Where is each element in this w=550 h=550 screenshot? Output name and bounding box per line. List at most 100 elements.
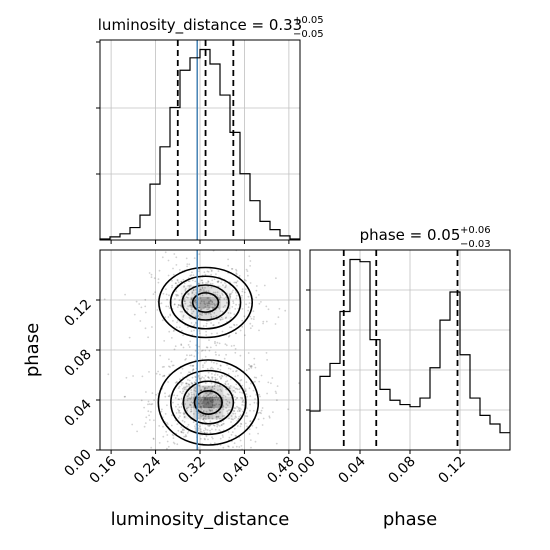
joint-point xyxy=(157,281,160,284)
joint-point xyxy=(204,306,207,308)
joint-point xyxy=(189,317,192,320)
joint-point xyxy=(260,412,262,415)
joint-point xyxy=(208,302,211,305)
joint-point xyxy=(158,425,161,427)
joint-point xyxy=(255,376,258,379)
joint-point xyxy=(213,302,216,305)
joint-point xyxy=(177,294,180,297)
joint-point xyxy=(171,433,174,436)
joint-point xyxy=(236,388,239,391)
joint-point xyxy=(162,292,165,295)
joint-point xyxy=(220,424,223,427)
joint-point xyxy=(191,382,194,385)
joint-point xyxy=(181,310,184,313)
joint-point xyxy=(235,303,238,306)
joint-density-block xyxy=(213,385,224,397)
joint-point xyxy=(207,290,210,293)
joint-point xyxy=(268,416,271,419)
joint-point xyxy=(200,300,203,303)
joint-point xyxy=(172,441,175,444)
joint-point xyxy=(199,302,202,305)
joint-point xyxy=(211,437,214,440)
joint-point xyxy=(172,267,174,270)
joint-point xyxy=(239,410,241,412)
joint-point xyxy=(184,359,187,361)
joint-point xyxy=(192,421,195,424)
joint-point xyxy=(148,403,151,405)
joint-point xyxy=(216,341,219,344)
joint-point xyxy=(191,291,194,293)
joint-point xyxy=(187,308,190,311)
joint-point xyxy=(217,389,219,391)
joint-point xyxy=(167,395,170,398)
joint-point xyxy=(253,376,256,379)
joint-point xyxy=(174,282,177,285)
joint-point xyxy=(186,263,189,265)
joint-point xyxy=(187,383,190,386)
joint-contour xyxy=(193,390,223,415)
joint-point xyxy=(235,270,238,272)
joint-point xyxy=(188,316,191,319)
joint-point xyxy=(217,281,220,284)
joint-point xyxy=(160,302,163,305)
joint-point xyxy=(168,395,171,398)
joint-point xyxy=(193,300,196,302)
joint-point xyxy=(229,312,232,314)
joint-point xyxy=(185,382,188,384)
joint-point xyxy=(206,302,209,305)
joint-point xyxy=(231,291,234,293)
joint-point xyxy=(177,417,180,419)
joint-point xyxy=(182,346,185,349)
joint-point xyxy=(225,353,228,356)
joint-point xyxy=(190,389,193,391)
joint-point xyxy=(148,414,151,417)
joint-contour xyxy=(158,266,254,339)
joint-point xyxy=(257,418,260,421)
joint-point xyxy=(173,303,176,306)
phase-title-minus: −0.03 xyxy=(460,239,491,250)
joint-point xyxy=(128,336,131,339)
joint-point xyxy=(188,393,191,396)
joint-point xyxy=(189,364,192,367)
joint-point xyxy=(245,381,248,383)
joint-point xyxy=(239,407,241,410)
joint-point xyxy=(234,308,237,310)
joint-point xyxy=(222,446,225,449)
joint-point xyxy=(265,320,268,323)
joint-point xyxy=(208,339,210,341)
joint-point xyxy=(166,440,169,443)
joint-point xyxy=(205,322,208,325)
joint-point xyxy=(219,385,222,387)
joint-point xyxy=(202,325,205,327)
joint-point xyxy=(205,290,208,293)
joint-point xyxy=(211,301,214,303)
joint-point xyxy=(202,414,205,416)
joint-point xyxy=(235,397,238,400)
ld-histogram-step xyxy=(99,48,300,240)
joint-point xyxy=(143,406,146,409)
joint-x-tick-label: 0.40 xyxy=(220,454,253,487)
joint-point xyxy=(228,334,231,337)
joint-point xyxy=(219,294,222,297)
joint-x-tick-label: 0.24 xyxy=(131,453,164,486)
joint-point xyxy=(249,327,252,330)
joint-point xyxy=(222,422,225,425)
joint-point xyxy=(180,383,183,386)
joint-point xyxy=(241,294,243,297)
joint-point xyxy=(194,381,197,384)
joint-point xyxy=(198,282,200,285)
joint-point xyxy=(217,367,219,370)
joint-point xyxy=(168,358,170,361)
joint-point xyxy=(153,419,155,422)
joint-point xyxy=(124,293,126,296)
joint-point xyxy=(181,318,184,321)
phase-x-tick-label: 0.04 xyxy=(335,453,368,486)
joint-point xyxy=(204,438,206,441)
joint-point xyxy=(205,392,208,394)
joint-point xyxy=(214,428,217,431)
joint-point xyxy=(212,307,215,309)
joint-point xyxy=(203,290,206,293)
joint-point xyxy=(211,409,214,412)
joint-point xyxy=(240,422,242,425)
joint-point xyxy=(226,400,229,403)
